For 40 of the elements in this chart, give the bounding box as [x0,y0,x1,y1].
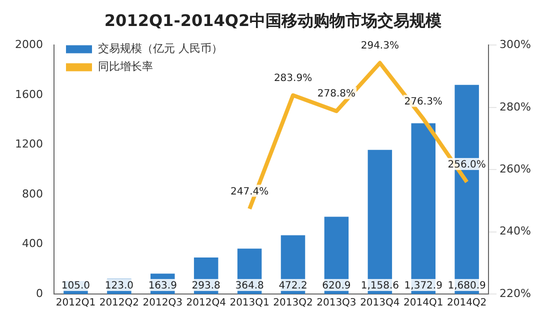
x-tick-label: 2014Q2 [446,298,487,309]
legend-label: 同比增长率 [98,60,153,74]
data-label: 294.3% [360,40,399,52]
data-label: 472.2 [278,280,308,292]
y-tick-label: 1200 [14,138,43,151]
data-label: 1,158.6 [360,280,399,292]
data-label: 620.9 [322,280,351,292]
x-tick-label: 2013Q3 [316,298,356,309]
x-tick-label: 2014Q1 [404,298,444,309]
data-label: 1,680.9 [448,280,486,292]
data-label: 276.3% [404,96,442,108]
y2-tick-label: 260% [500,162,532,176]
data-label: 293.8 [192,280,220,292]
data-label: 123.0 [104,280,134,292]
data-label: 256.0% [448,160,486,171]
data-label: 105.0 [61,280,90,292]
y2-tick-label: 220% [500,286,532,300]
data-label: 1,372.9 [404,280,442,292]
y-tick-label: 2000 [14,38,43,52]
data-label: 278.8% [317,88,356,100]
y2-tick-label: 300% [500,38,532,52]
data-label: 364.8 [235,280,264,292]
x-tick-label: 2012Q2 [99,298,140,309]
y-tick-label: 0 [36,286,43,300]
y-tick-label: 1600 [14,88,43,101]
x-tick-label: 2012Q3 [142,298,182,309]
data-label: 247.4% [230,186,269,198]
x-tick-label: 2013Q1 [230,298,270,309]
y-tick-label: 400 [22,237,43,250]
y-tick-label: 800 [22,187,43,200]
chart-title: 2012Q1-2014Q2中国移动购物市场交易规模 [104,10,442,30]
data-label: 163.9 [148,280,177,292]
legend-label: 交易规模（亿元 人民币） [98,42,222,56]
data-label: 283.9% [274,72,312,84]
x-tick-label: 2012Q1 [56,298,96,309]
x-tick-label: 2013Q2 [273,298,313,309]
x-tick-label: 2013Q4 [360,298,400,309]
x-tick-label: 2012Q4 [186,298,226,309]
y2-tick-label: 240% [500,224,532,238]
y2-tick-label: 280% [500,100,532,114]
